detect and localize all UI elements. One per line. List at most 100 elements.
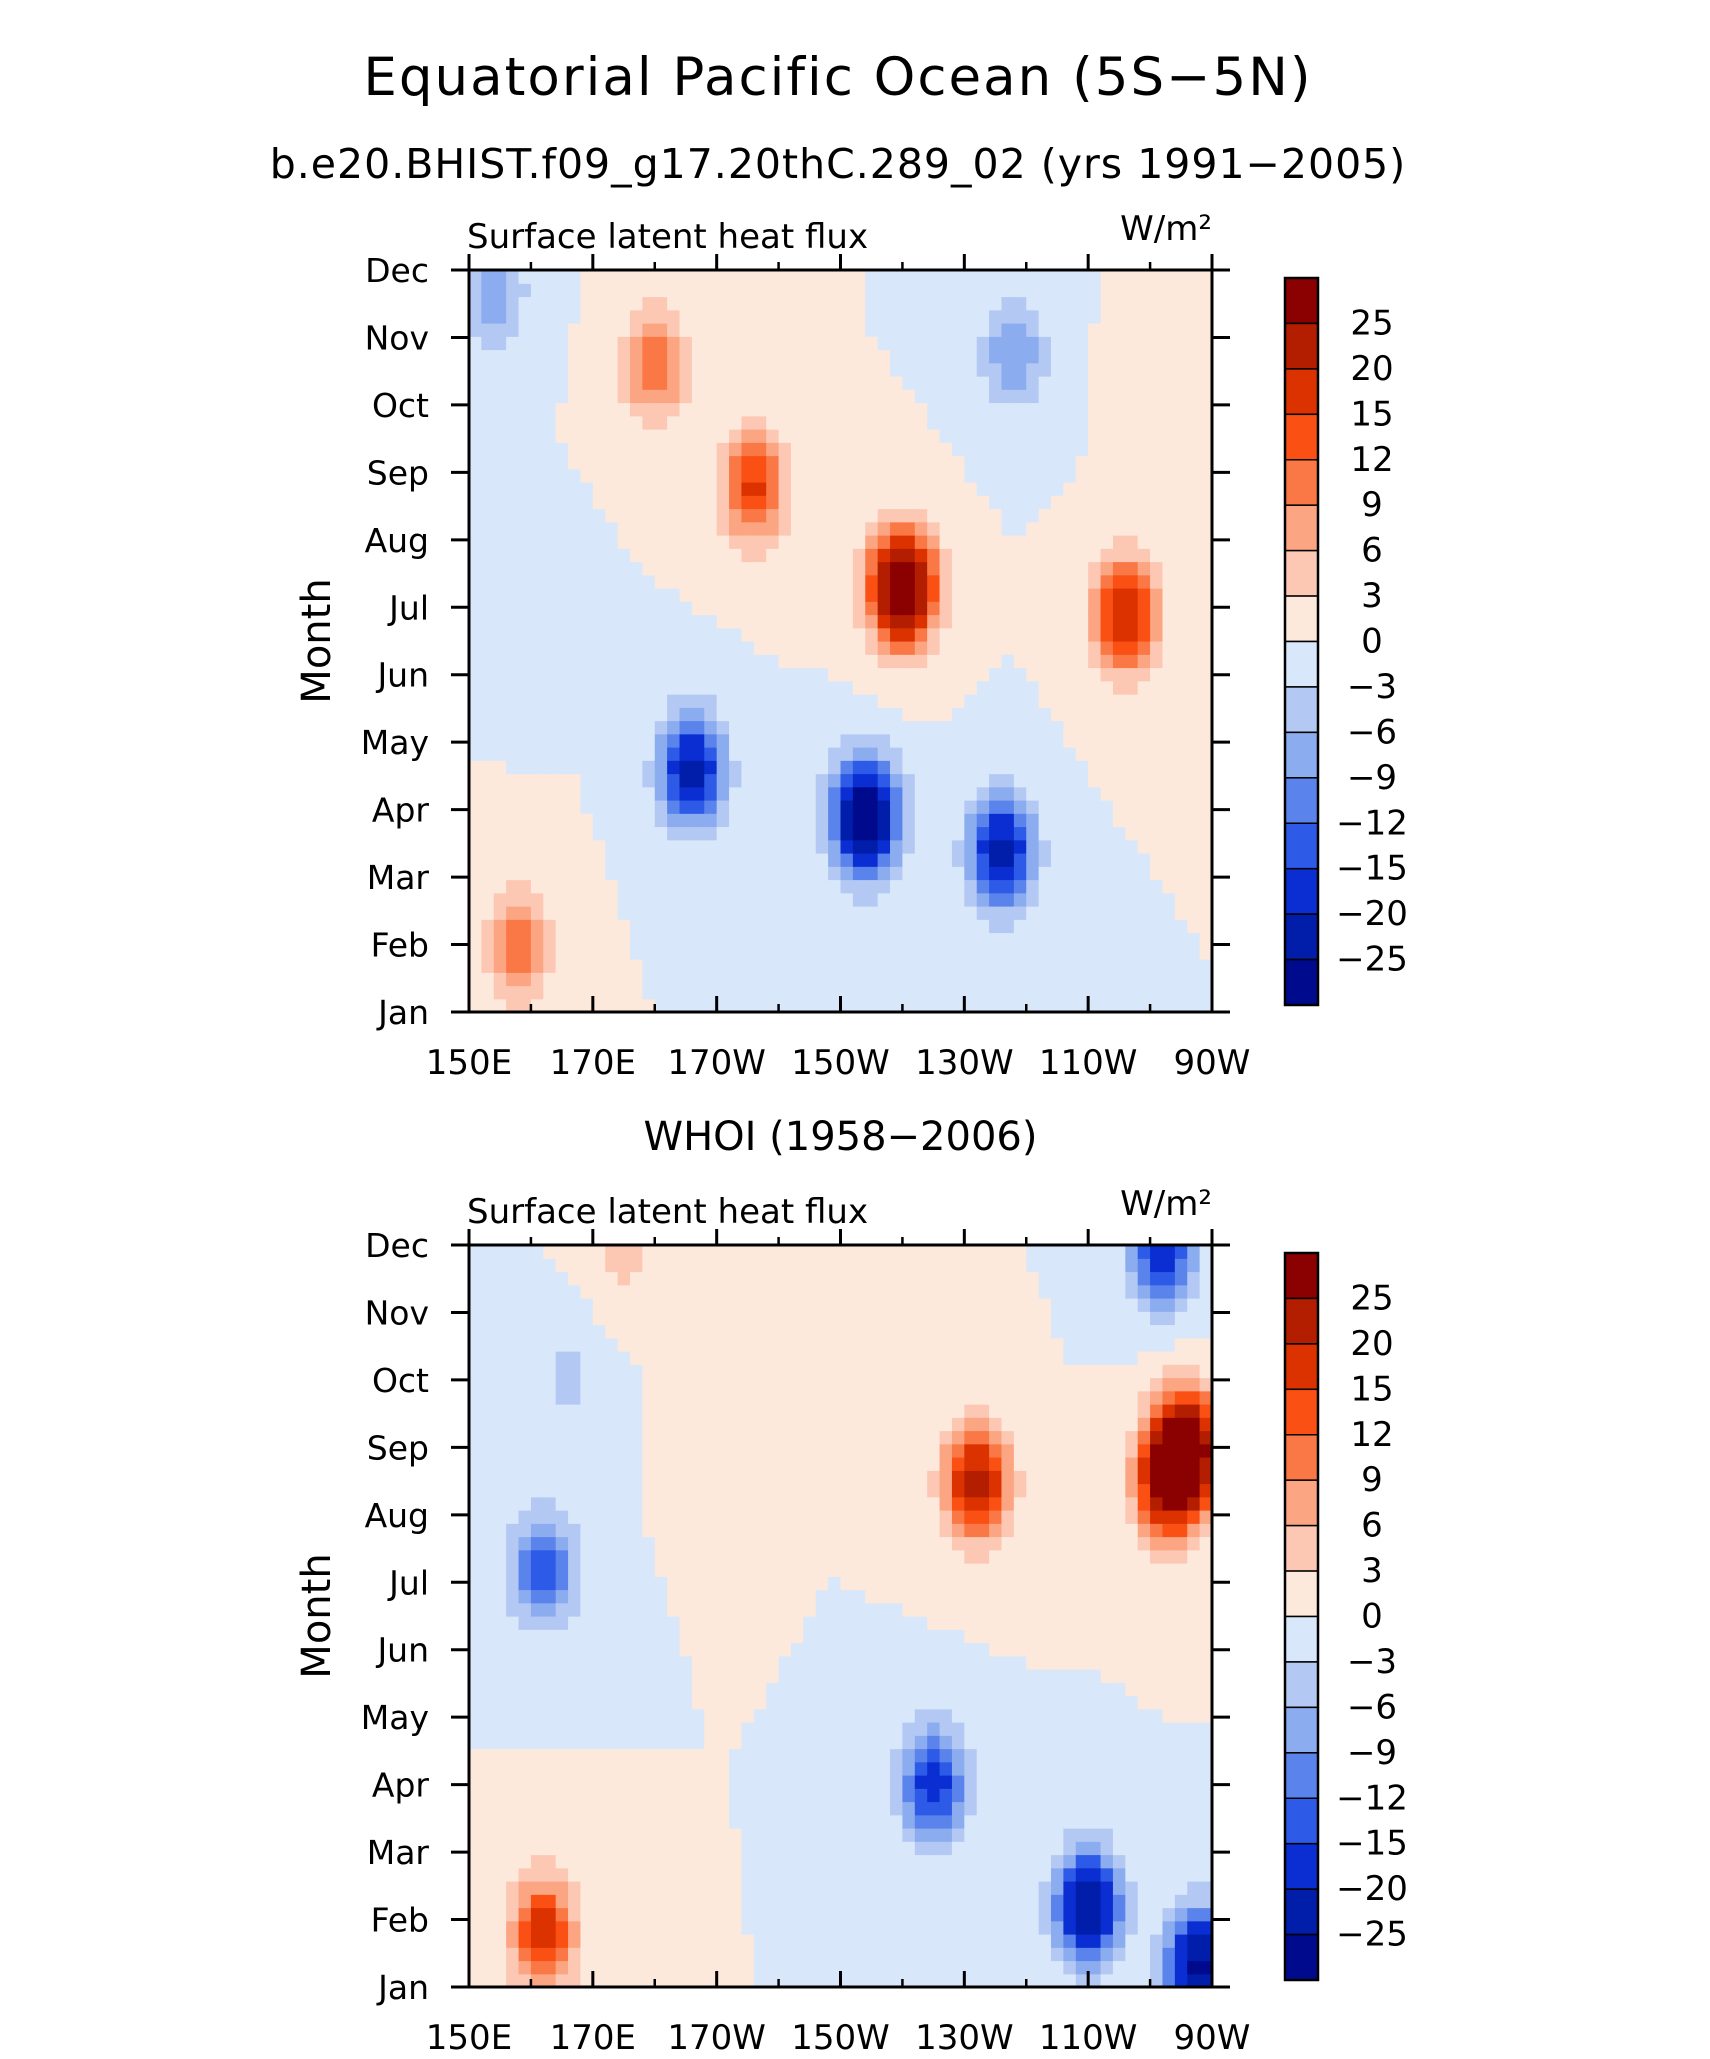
- heatmap-cell: [654, 1748, 668, 1763]
- heatmap-cell: [667, 1814, 681, 1829]
- heatmap-cell: [679, 323, 693, 337]
- heatmap-cell: [691, 270, 705, 284]
- heatmap-cell: [617, 1377, 631, 1392]
- heatmap-cell: [1038, 521, 1052, 536]
- heatmap-cell: [790, 959, 804, 973]
- heatmap-cell: [493, 906, 507, 920]
- heatmap-cell: [629, 654, 643, 669]
- heatmap-cell: [469, 1920, 482, 1935]
- heatmap-cell: [1013, 601, 1027, 616]
- heatmap-cell: [691, 1258, 705, 1273]
- heatmap-cell: [951, 654, 965, 669]
- heatmap-cell: [1162, 389, 1176, 404]
- heatmap-cell: [716, 1390, 730, 1405]
- heatmap-cell: [939, 323, 953, 337]
- heatmap-cell: [1162, 654, 1176, 669]
- heatmap-cell: [1013, 853, 1027, 867]
- heatmap-cell: [469, 972, 482, 987]
- heatmap-cell: [1137, 641, 1151, 655]
- heatmap-cell: [1026, 455, 1040, 470]
- heatmap-cell: [951, 972, 965, 987]
- heatmap-cell: [592, 1828, 606, 1842]
- heatmap-cell: [481, 1337, 495, 1352]
- heatmap-cell: [828, 574, 842, 589]
- heatmap-cell: [1112, 455, 1126, 470]
- heatmap-cell: [753, 654, 767, 669]
- heatmap-cell: [617, 574, 631, 589]
- heatmap-cell: [1001, 839, 1015, 854]
- heatmap-cell: [518, 892, 532, 907]
- heatmap-cell: [1112, 614, 1126, 629]
- heatmap-cell: [1075, 429, 1089, 443]
- heatmap-cell: [469, 733, 482, 748]
- heatmap-cell: [766, 1563, 780, 1577]
- heatmap-cell: [667, 1496, 681, 1511]
- heatmap-cell: [469, 1655, 482, 1670]
- heatmap-cell: [914, 362, 928, 377]
- heatmap-cell: [790, 707, 804, 722]
- heatmap-cell: [1013, 839, 1027, 854]
- heatmap-cell: [493, 694, 507, 708]
- heatmap-cell: [629, 1496, 643, 1511]
- heatmap-cell: [766, 1920, 780, 1935]
- heatmap-cell: [568, 1443, 582, 1458]
- heatmap-cell: [493, 1351, 507, 1365]
- heatmap-cell: [716, 1788, 730, 1803]
- heatmap-cell: [902, 654, 916, 669]
- heatmap-cell: [518, 1417, 532, 1432]
- heatmap-cell: [964, 667, 978, 682]
- heatmap-cell: [530, 773, 544, 788]
- heatmap-cell: [493, 1443, 507, 1458]
- heatmap-cell: [716, 694, 730, 708]
- heatmap-cell: [741, 1549, 755, 1564]
- heatmap-cell: [530, 1854, 544, 1869]
- colorbar-box: [1284, 322, 1319, 370]
- heatmap-cell: [1100, 813, 1114, 828]
- heatmap-cell: [1187, 813, 1201, 828]
- heatmap-cell: [753, 1271, 767, 1286]
- heatmap-cell: [1038, 694, 1052, 708]
- heatmap-cell: [1051, 680, 1064, 695]
- heatmap-cell: [716, 1496, 730, 1511]
- heatmap-cell: [1075, 972, 1089, 987]
- heatmap-cell: [530, 813, 544, 828]
- heatmap-cell: [605, 376, 619, 390]
- heatmap-cell: [543, 932, 557, 947]
- heatmap-cell: [555, 1457, 569, 1471]
- heatmap-cell: [493, 1563, 507, 1577]
- heatmap-cell: [1026, 866, 1040, 881]
- heatmap-cell: [506, 786, 520, 801]
- heatmap-cell: [976, 826, 990, 841]
- heatmap-cell: [1162, 839, 1176, 854]
- heatmap-cell: [1100, 574, 1114, 589]
- heatmap-cell: [629, 839, 643, 854]
- colorbar-label: −25: [1336, 940, 1408, 980]
- heatmap-cell: [1100, 614, 1114, 629]
- heatmap-cell: [766, 1973, 780, 1988]
- heatmap-cell: [815, 773, 829, 788]
- heatmap-cell: [629, 309, 643, 324]
- heatmap-cell: [629, 1735, 643, 1750]
- heatmap-cell: [753, 1695, 767, 1710]
- heatmap-cell: [951, 879, 965, 894]
- heatmap-cell: [469, 561, 482, 576]
- heatmap-cell: [840, 588, 854, 602]
- heatmap-cell: [518, 296, 532, 311]
- heatmap-cell: [964, 283, 978, 298]
- heatmap-cell: [951, 574, 965, 589]
- heatmap-cell: [642, 1828, 656, 1842]
- heatmap-cell: [766, 1284, 780, 1299]
- heatmap-cell: [506, 1682, 520, 1697]
- heatmap-cell: [790, 1828, 804, 1842]
- heatmap-cell: [555, 667, 569, 682]
- heatmap-cell: [605, 998, 619, 1013]
- heatmap-cell: [704, 707, 718, 722]
- heatmap-cell: [1100, 482, 1114, 496]
- heatmap-cell: [1038, 588, 1052, 602]
- heatmap-cell: [1150, 972, 1164, 987]
- heatmap-cell: [1137, 349, 1151, 364]
- heatmap-cell: [989, 720, 1003, 735]
- heatmap-cell: [592, 535, 606, 549]
- heatmap-cell: [518, 1536, 532, 1551]
- heatmap-cell: [1100, 667, 1114, 682]
